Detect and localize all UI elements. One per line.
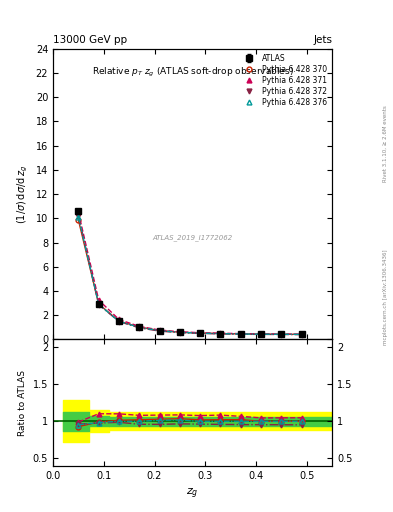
Pythia 6.428 370 — [137, 324, 141, 330]
Pythia 6.428 371 — [239, 331, 243, 337]
Pythia 6.428 371 — [137, 323, 141, 329]
Pythia 6.428 372 — [218, 331, 223, 337]
Legend: ATLAS, Pythia 6.428 370, Pythia 6.428 371, Pythia 6.428 372, Pythia 6.428 376: ATLAS, Pythia 6.428 370, Pythia 6.428 37… — [238, 52, 328, 108]
Pythia 6.428 372 — [239, 331, 243, 337]
Pythia 6.428 371 — [259, 331, 263, 337]
Pythia 6.428 372 — [76, 213, 81, 219]
Pythia 6.428 376 — [76, 214, 81, 220]
Pythia 6.428 372 — [279, 331, 284, 337]
Pythia 6.428 376 — [96, 301, 101, 307]
Pythia 6.428 370 — [239, 331, 243, 337]
Pythia 6.428 372 — [299, 332, 304, 338]
Y-axis label: Ratio to ATLAS: Ratio to ATLAS — [18, 370, 27, 436]
Pythia 6.428 376 — [279, 331, 284, 337]
Pythia 6.428 371 — [279, 331, 284, 337]
Pythia 6.428 376 — [117, 318, 121, 325]
Text: Rivet 3.1.10, ≥ 2.6M events: Rivet 3.1.10, ≥ 2.6M events — [383, 105, 387, 182]
Text: mcplots.cern.ch [arXiv:1306.3436]: mcplots.cern.ch [arXiv:1306.3436] — [383, 249, 387, 345]
Line: Pythia 6.428 371: Pythia 6.428 371 — [76, 210, 304, 336]
Pythia 6.428 370 — [218, 330, 223, 336]
Line: Pythia 6.428 376: Pythia 6.428 376 — [76, 215, 304, 337]
Pythia 6.428 370 — [76, 217, 81, 223]
Text: 13000 GeV pp: 13000 GeV pp — [53, 35, 127, 45]
Pythia 6.428 376 — [299, 331, 304, 337]
Pythia 6.428 370 — [299, 331, 304, 337]
Pythia 6.428 372 — [157, 328, 162, 334]
Text: ATLAS_2019_I1772062: ATLAS_2019_I1772062 — [152, 234, 233, 241]
Pythia 6.428 370 — [259, 331, 263, 337]
Line: Pythia 6.428 370: Pythia 6.428 370 — [76, 218, 304, 337]
Pythia 6.428 370 — [279, 331, 284, 337]
Y-axis label: $(1/\sigma)\,\mathrm{d}\sigma/\mathrm{d}\,z_g$: $(1/\sigma)\,\mathrm{d}\sigma/\mathrm{d}… — [16, 164, 30, 224]
Pythia 6.428 371 — [96, 297, 101, 303]
Pythia 6.428 370 — [96, 301, 101, 307]
Pythia 6.428 376 — [239, 331, 243, 337]
Pythia 6.428 371 — [178, 329, 182, 335]
Pythia 6.428 371 — [157, 327, 162, 333]
Line: Pythia 6.428 372: Pythia 6.428 372 — [76, 214, 304, 337]
Text: Jets: Jets — [313, 35, 332, 45]
Pythia 6.428 371 — [198, 330, 202, 336]
Pythia 6.428 370 — [117, 318, 121, 324]
Pythia 6.428 376 — [178, 329, 182, 335]
Pythia 6.428 370 — [178, 329, 182, 335]
Pythia 6.428 371 — [117, 316, 121, 323]
Pythia 6.428 376 — [198, 330, 202, 336]
Pythia 6.428 371 — [218, 330, 223, 336]
X-axis label: $z_g$: $z_g$ — [186, 486, 199, 501]
Text: Relative $p_T$ $z_g$ (ATLAS soft-drop observables): Relative $p_T$ $z_g$ (ATLAS soft-drop ob… — [92, 66, 294, 79]
Pythia 6.428 376 — [259, 331, 263, 337]
Pythia 6.428 376 — [137, 324, 141, 330]
Pythia 6.428 370 — [157, 328, 162, 334]
Pythia 6.428 376 — [218, 331, 223, 337]
Pythia 6.428 372 — [117, 318, 121, 325]
Pythia 6.428 371 — [299, 331, 304, 337]
Pythia 6.428 370 — [198, 330, 202, 336]
Pythia 6.428 372 — [137, 325, 141, 331]
Pythia 6.428 371 — [76, 209, 81, 216]
Pythia 6.428 372 — [198, 330, 202, 336]
Pythia 6.428 376 — [157, 328, 162, 334]
Pythia 6.428 372 — [96, 302, 101, 308]
Pythia 6.428 372 — [178, 330, 182, 336]
Pythia 6.428 372 — [259, 331, 263, 337]
